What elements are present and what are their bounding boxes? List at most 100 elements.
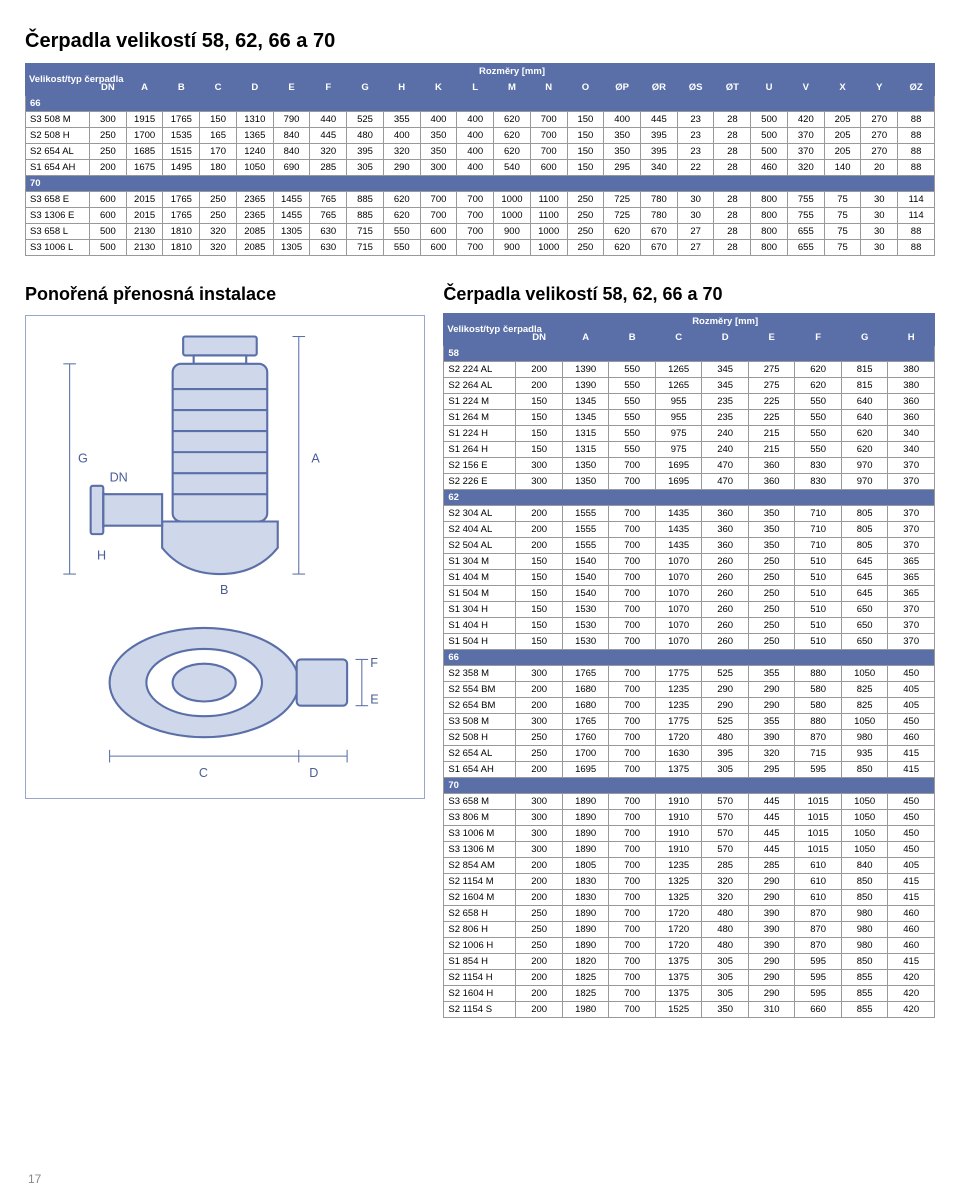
row-label: S1 224 H xyxy=(444,426,516,442)
col-head: Y xyxy=(861,80,898,96)
cell: 955 xyxy=(655,394,702,410)
cell: 305 xyxy=(702,970,749,986)
cell: 2365 xyxy=(236,192,273,208)
cell: 595 xyxy=(795,762,842,778)
cell: 305 xyxy=(702,762,749,778)
cell: 580 xyxy=(795,682,842,698)
cell: 305 xyxy=(702,954,749,970)
cell: 320 xyxy=(702,874,749,890)
cell: 1825 xyxy=(562,970,609,986)
row-label: S2 508 H xyxy=(444,730,516,746)
cell: 1765 xyxy=(163,192,200,208)
cell: 460 xyxy=(888,906,935,922)
cell: 595 xyxy=(795,986,842,1002)
row-label: S2 224 AL xyxy=(444,362,516,378)
cell: 595 xyxy=(795,970,842,986)
cell: 880 xyxy=(795,666,842,682)
cell: 150 xyxy=(516,554,563,570)
cell: 350 xyxy=(604,144,641,160)
cell: 150 xyxy=(516,410,563,426)
cell: 700 xyxy=(609,794,656,810)
cell: 630 xyxy=(310,240,347,256)
cell: 570 xyxy=(702,810,749,826)
cell: 780 xyxy=(641,208,678,224)
cell: 350 xyxy=(748,506,795,522)
cell: 400 xyxy=(420,112,457,128)
table-row: S3 658 M3001890700191057044510151050450 xyxy=(444,794,935,810)
cell: 870 xyxy=(795,906,842,922)
cell: 370 xyxy=(787,144,824,160)
cell: 200 xyxy=(516,874,563,890)
cell: 1390 xyxy=(562,378,609,394)
table-row: S3 1006 M3001890700191057044510151050450 xyxy=(444,826,935,842)
cell: 600 xyxy=(530,160,567,176)
section-label: 70 xyxy=(444,778,935,794)
row-label: S3 1006 L xyxy=(26,240,90,256)
cell: 1375 xyxy=(655,762,702,778)
cell: 215 xyxy=(748,442,795,458)
cell: 88 xyxy=(898,128,935,144)
table-row: S2 224 AL20013905501265345275620815380 xyxy=(444,362,935,378)
cell: 980 xyxy=(841,730,888,746)
cell: 700 xyxy=(609,762,656,778)
cell: 470 xyxy=(702,458,749,474)
cell: 30 xyxy=(677,192,714,208)
cell: 2085 xyxy=(236,224,273,240)
cell: 200 xyxy=(516,986,563,1002)
cell: 320 xyxy=(702,890,749,906)
cell: 700 xyxy=(530,144,567,160)
cell: 28 xyxy=(714,112,751,128)
cell: 620 xyxy=(383,192,420,208)
cell: 700 xyxy=(609,954,656,970)
subtitle-left: Ponořená přenosná instalace xyxy=(25,284,425,305)
cell: 1345 xyxy=(562,394,609,410)
cell: 320 xyxy=(200,224,237,240)
cell: 700 xyxy=(609,698,656,714)
cell: 480 xyxy=(347,128,384,144)
cell: 150 xyxy=(567,128,604,144)
cell: 150 xyxy=(200,112,237,128)
cell: 1455 xyxy=(273,208,310,224)
cell: 600 xyxy=(420,240,457,256)
cell: 700 xyxy=(530,128,567,144)
row-label: S1 404 M xyxy=(444,570,516,586)
cell: 1890 xyxy=(562,794,609,810)
cell: 1000 xyxy=(494,192,531,208)
cell: 380 xyxy=(888,378,935,394)
row-label: S1 654 AH xyxy=(444,762,516,778)
cell: 700 xyxy=(609,890,656,906)
cell: 980 xyxy=(841,906,888,922)
cell: 250 xyxy=(748,602,795,618)
table-row: S2 1604 M20018307001325320290610850415 xyxy=(444,890,935,906)
cell: 700 xyxy=(530,112,567,128)
cell: 700 xyxy=(609,522,656,538)
row-label: S1 304 M xyxy=(444,554,516,570)
cell: 450 xyxy=(888,666,935,682)
cell: 1375 xyxy=(655,970,702,986)
row-label: S2 1604 M xyxy=(444,890,516,906)
cell: 150 xyxy=(516,634,563,650)
cell: 460 xyxy=(751,160,788,176)
cell: 710 xyxy=(795,506,842,522)
cell: 370 xyxy=(888,522,935,538)
cell: 440 xyxy=(310,112,347,128)
cell: 1775 xyxy=(655,714,702,730)
cell: 700 xyxy=(457,224,494,240)
table-row: S2 358 M300176570017755253558801050450 xyxy=(444,666,935,682)
cell: 1365 xyxy=(236,128,273,144)
cell: 855 xyxy=(841,986,888,1002)
row-label: S3 1006 M xyxy=(444,826,516,842)
cell: 700 xyxy=(609,474,656,490)
cell: 30 xyxy=(677,208,714,224)
cell: 1805 xyxy=(562,858,609,874)
cell: 710 xyxy=(795,522,842,538)
table-row: S1 654 AH2001675149518010506902853052903… xyxy=(26,160,935,176)
cell: 1070 xyxy=(655,586,702,602)
cell: 525 xyxy=(702,714,749,730)
cell: 235 xyxy=(702,410,749,426)
cell: 88 xyxy=(898,144,935,160)
cell: 320 xyxy=(310,144,347,160)
row-label: S2 1154 S xyxy=(444,1002,516,1018)
col-head: H xyxy=(888,330,935,346)
table-row: S2 1154 S20019807001525350310660855420 xyxy=(444,1002,935,1018)
